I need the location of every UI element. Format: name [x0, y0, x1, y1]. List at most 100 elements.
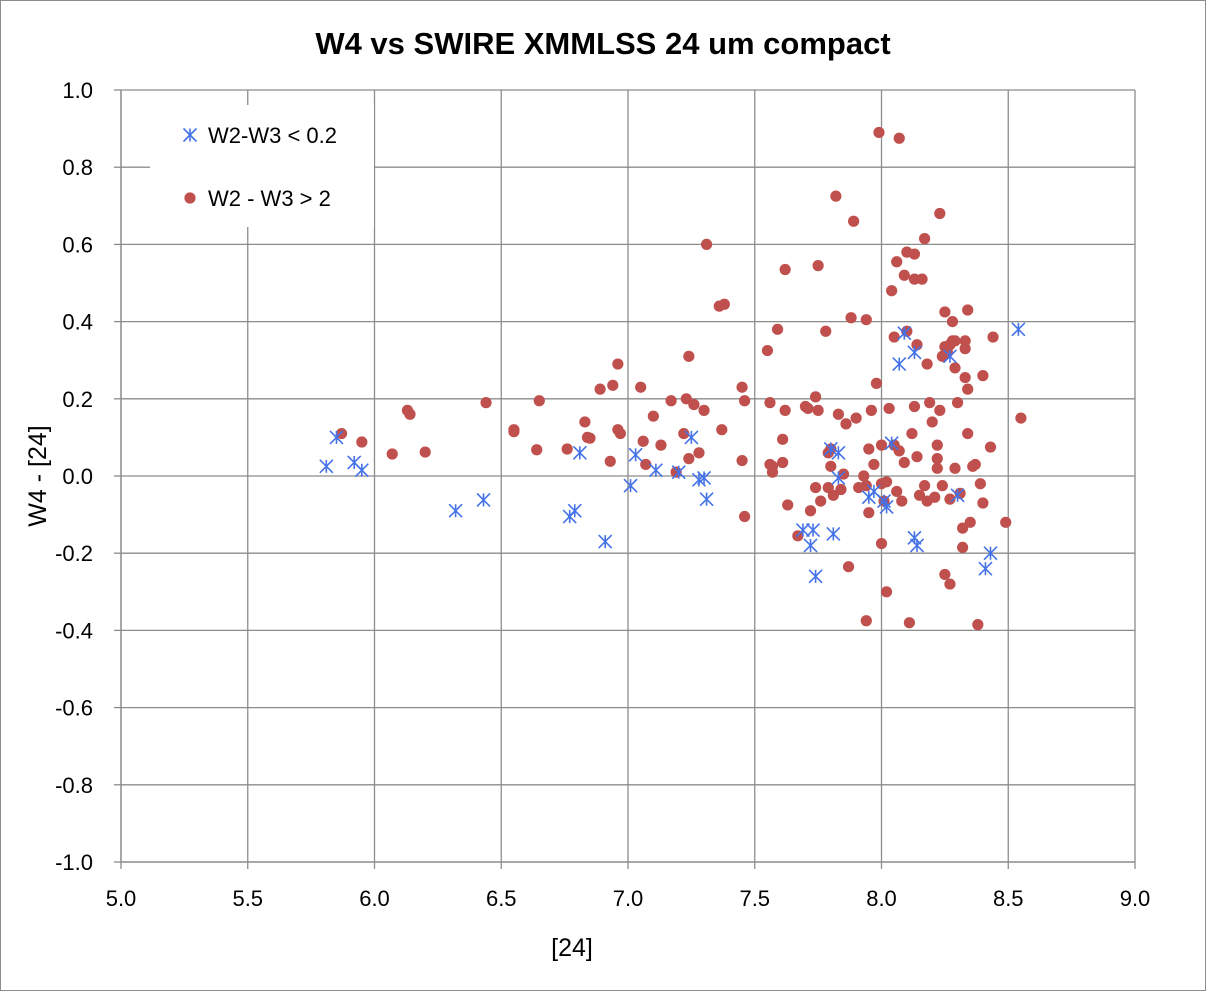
data-point-circle: [962, 427, 974, 440]
tick-labels: 5.0 5.5 6.0 6.5 7.0 7.5 8.0 8.5 9.0 1.0 0.8 0.6 0.4 0…: [55, 78, 1150, 911]
data-point-asterisk: [884, 436, 899, 451]
data-point-asterisk: [684, 430, 699, 445]
data-point-circle: [977, 497, 989, 509]
data-point-circle: [931, 462, 943, 474]
data-points: [319, 126, 1027, 631]
data-point-circle: [850, 412, 862, 424]
data-point-circle: [832, 408, 845, 420]
y-axis-label: W4 - [24]: [24, 425, 52, 526]
data-point-circle: [579, 416, 591, 428]
data-point-circle: [700, 238, 713, 250]
data-point-circle: [957, 522, 969, 534]
data-point-circle: [612, 358, 624, 370]
data-point-circle: [777, 456, 789, 469]
data-point-circle: [688, 398, 700, 411]
data-point-circle: [863, 443, 875, 455]
data-point-circle: [896, 495, 908, 507]
data-point-circle: [860, 480, 872, 492]
data-point-circle: [931, 453, 943, 465]
data-point-circle: [898, 269, 910, 281]
data-point-circle: [764, 397, 776, 409]
data-point-circle: [898, 456, 910, 469]
data-point-asterisk: [572, 445, 587, 460]
y-tick-label: 0.8: [62, 155, 93, 180]
data-point-circle: [880, 586, 893, 598]
data-point-circle: [635, 381, 647, 393]
data-point-circle: [782, 499, 794, 511]
data-point-asterisk: [978, 561, 993, 576]
data-point-circle: [640, 458, 652, 471]
data-point-circle: [845, 312, 857, 324]
data-point-circle: [584, 432, 596, 444]
data-point-circle: [918, 233, 931, 245]
data-point-asterisk: [907, 345, 922, 360]
y-tick-label: 0.6: [62, 232, 93, 257]
data-point-circle: [939, 306, 951, 318]
data-point-circle: [655, 439, 667, 451]
data-point-circle: [842, 561, 855, 573]
data-point-circle: [893, 132, 905, 144]
data-point-circle: [934, 207, 946, 220]
data-point-circle: [911, 339, 923, 351]
data-point-circle: [984, 441, 997, 453]
data-point-circle: [921, 358, 933, 370]
data-point-circle: [827, 489, 839, 501]
data-point-circle: [386, 448, 398, 460]
data-point-circle: [637, 435, 649, 447]
data-point-circle: [356, 436, 368, 448]
data-point-circle: [531, 444, 543, 456]
data-point-circle: [812, 260, 824, 272]
data-point-circle: [683, 453, 695, 465]
legend-box: [150, 105, 374, 227]
y-tick-label: -0.8: [55, 773, 93, 798]
data-point-circle: [736, 454, 748, 467]
data-point-circle: [918, 480, 931, 492]
data-point-circle: [830, 190, 842, 202]
data-point-circle: [873, 126, 885, 139]
data-point-circle: [916, 273, 928, 285]
x-tick-label: 5.0: [106, 886, 137, 911]
data-point-circle: [779, 263, 791, 276]
y-tick-label: 1.0: [62, 78, 93, 103]
data-point-circle: [906, 427, 918, 440]
legend-marker-circle: [184, 192, 196, 204]
y-tick-label: 0.0: [62, 464, 93, 489]
axes: [114, 89, 1136, 869]
data-point-asterisk: [942, 349, 958, 364]
data-point-circle: [939, 568, 951, 581]
x-tick-label: 6.0: [359, 886, 390, 911]
data-point-circle: [913, 489, 926, 501]
x-axis-label: [24]: [551, 934, 593, 962]
data-point-asterisk: [671, 465, 686, 480]
data-point-circle: [931, 439, 943, 451]
data-point-circle: [863, 507, 875, 519]
data-point-asterisk: [696, 470, 712, 485]
data-point-circle: [835, 483, 847, 496]
data-point-circle: [766, 466, 779, 478]
data-point-asterisk: [476, 492, 491, 507]
data-point-circle: [972, 619, 984, 631]
data-point-circle: [962, 304, 974, 316]
data-point-circle: [860, 314, 872, 326]
data-point-circle: [736, 381, 748, 393]
data-point-circle: [949, 362, 961, 374]
data-point-asterisk: [831, 445, 846, 460]
data-point-circle: [809, 391, 822, 403]
data-point-circle: [891, 256, 903, 268]
data-point-asterisk: [909, 538, 925, 553]
data-point-circle: [815, 495, 827, 507]
data-point-circle: [911, 451, 923, 463]
data-point-asterisk: [823, 441, 838, 457]
data-point-asterisk: [950, 488, 965, 503]
data-point-circle: [908, 400, 921, 413]
data-point-circle: [959, 335, 971, 347]
data-point-circle: [804, 505, 817, 517]
data-point-circle: [761, 344, 774, 357]
data-point-circle: [1000, 516, 1012, 528]
data-point-circle: [771, 323, 784, 335]
data-point-circle: [533, 395, 545, 407]
data-point-circle: [949, 335, 961, 347]
data-point-circle: [949, 462, 961, 474]
y-tick-label: 0.4: [62, 310, 93, 335]
